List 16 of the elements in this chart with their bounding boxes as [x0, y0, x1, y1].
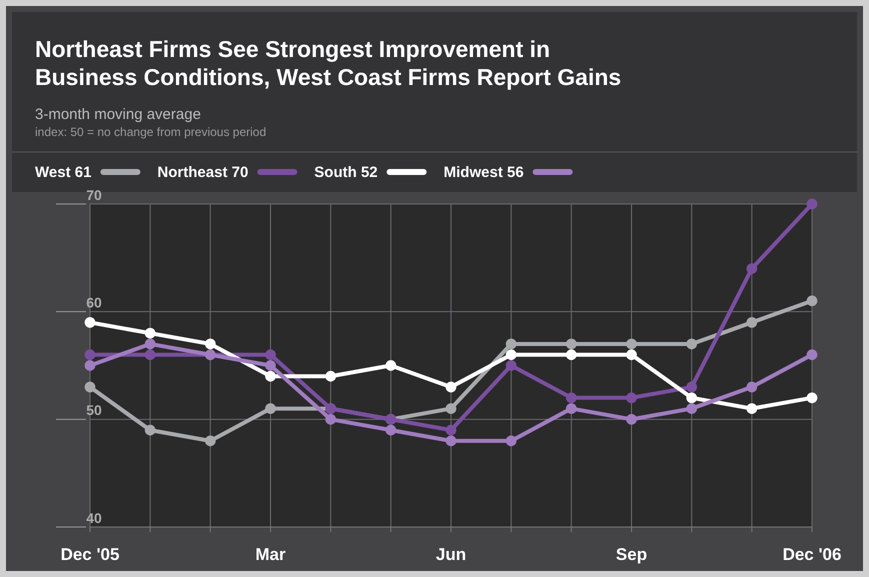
x-tick-label: Dec '06	[782, 545, 842, 564]
x-tick-label: Mar	[255, 545, 286, 564]
y-tick-label: 50	[86, 402, 102, 418]
x-tick-label: Dec '05	[60, 545, 120, 564]
x-tick-label: Jun	[436, 545, 466, 564]
chart-subtitle: 3-month moving average	[35, 106, 201, 123]
y-tick-label: 40	[86, 510, 102, 526]
y-tick-label: 70	[86, 186, 102, 203]
x-tick-label: Sep	[616, 545, 648, 564]
text: index: 50 = no change from previous period	[35, 125, 266, 139]
legend-label: West 61	[35, 164, 92, 181]
legend-label: South 52	[314, 164, 378, 181]
legend-label: Northeast 70	[157, 164, 248, 181]
y-tick-label: 60	[86, 294, 102, 310]
chart-title: Northeast Firms See Strongest Improvement in Business Conditions, West Coast Firms Report Gains	[35, 36, 622, 90]
legend-label: Midwest 56	[444, 164, 524, 181]
